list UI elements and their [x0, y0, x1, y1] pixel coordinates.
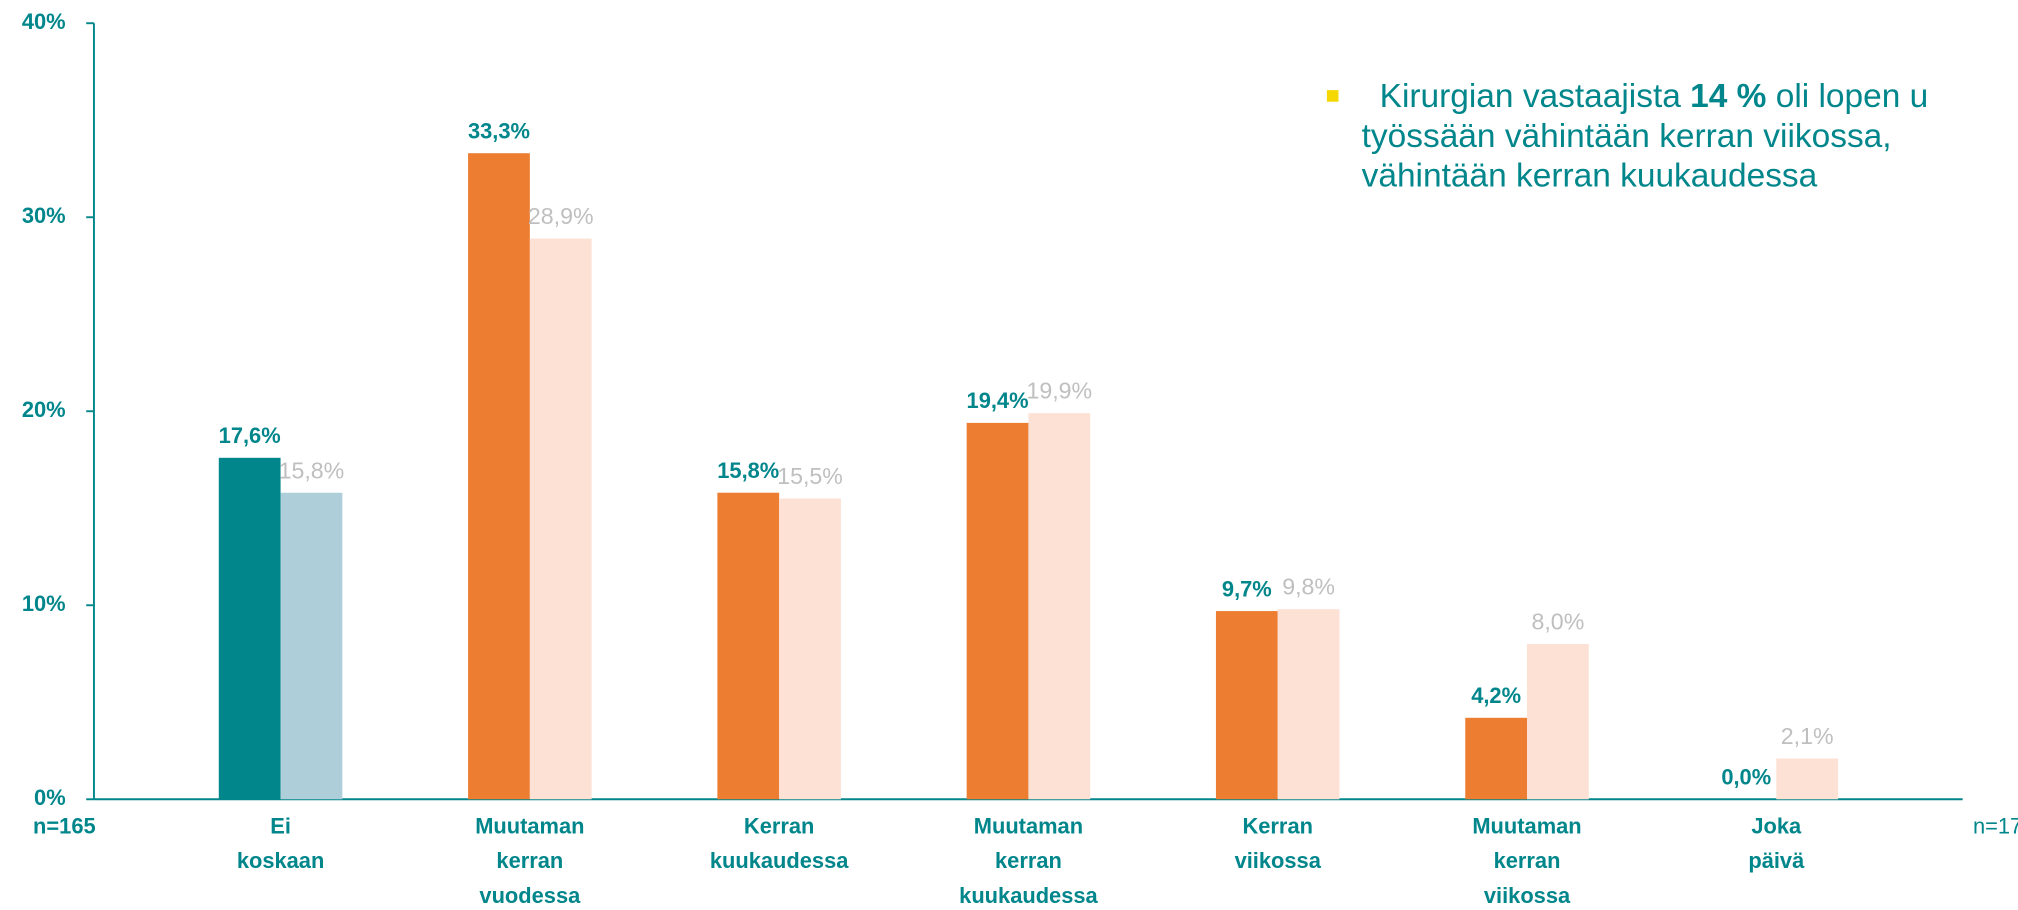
x-tick-label: Joka — [1751, 813, 1802, 838]
value-label: 15,8% — [279, 457, 345, 483]
x-tick-label: kerran — [1494, 848, 1561, 873]
x-tick-label: viikossa — [1484, 883, 1571, 908]
note-text: oli lopen u — [1766, 78, 1928, 115]
value-label: 8,0% — [1532, 609, 1585, 635]
bullet — [1326, 90, 1339, 102]
bar — [529, 238, 592, 800]
value-label: 15,8% — [717, 458, 779, 483]
x-tick-label: Kerran — [1242, 813, 1312, 838]
x-tick-label: kuukaudessa — [959, 883, 1098, 908]
value-label: 19,4% — [967, 388, 1029, 413]
bar — [1277, 609, 1340, 800]
value-label: 4,2% — [1471, 683, 1521, 708]
sample-size-right: n=1741 — [1973, 813, 2018, 838]
x-tick-label: kerran — [496, 848, 563, 873]
bar — [966, 422, 1029, 800]
x-tick-label: päivä — [1748, 848, 1805, 873]
x-tick-label: koskaan — [237, 848, 325, 873]
y-tick-label: 20% — [22, 397, 66, 422]
x-tick-label: Muutaman — [1472, 813, 1581, 838]
bar — [1465, 717, 1528, 800]
value-label: 2,1% — [1781, 723, 1834, 749]
value-label: 15,5% — [777, 463, 843, 489]
y-tick-label: 40% — [22, 9, 66, 34]
value-label: 9,8% — [1282, 574, 1335, 600]
value-label: 0,0% — [1721, 764, 1771, 789]
y-tick-label: 10% — [22, 591, 66, 616]
x-tick-label: viikossa — [1235, 848, 1322, 873]
value-label: 19,9% — [1026, 378, 1092, 404]
note-text: työssään vähintään kerran viikossa, — [1362, 118, 1892, 155]
x-tick-label: kerran — [995, 848, 1062, 873]
value-label: 28,9% — [528, 203, 594, 229]
y-tick-label: 0% — [34, 785, 66, 810]
bar — [717, 492, 780, 800]
bar — [1776, 758, 1839, 800]
x-tick-label: Muutaman — [475, 813, 584, 838]
bar — [1028, 413, 1091, 800]
bar — [1527, 644, 1589, 800]
value-label: 33,3% — [468, 118, 530, 143]
note-line: Kirurgian vastaajista 14 % oli lopen u — [1380, 78, 1929, 115]
note-line: työssään vähintään kerran viikossa, — [1362, 118, 1892, 155]
bar — [280, 492, 343, 800]
note-text: 14 % — [1690, 78, 1766, 115]
value-label: 17,6% — [219, 423, 281, 448]
note-line: vähintään kerran kuukaudessa — [1362, 157, 1818, 194]
bar — [468, 153, 530, 800]
bar — [1215, 611, 1278, 800]
sample-size-left: n=165 — [33, 813, 96, 838]
x-tick-label: Ei — [270, 813, 291, 838]
x-tick-label: kuukaudessa — [710, 848, 849, 873]
x-tick-label: Muutaman — [974, 813, 1083, 838]
bar — [779, 498, 841, 800]
note-text: vähintään kerran kuukaudessa — [1362, 157, 1818, 194]
note-text: Kirurgian vastaajista — [1380, 78, 1691, 115]
bar — [218, 457, 281, 800]
value-label: 9,7% — [1222, 576, 1272, 601]
x-tick-label: vuodessa — [479, 883, 581, 908]
y-tick-label: 30% — [22, 203, 66, 228]
x-tick-label: Kerran — [744, 813, 814, 838]
